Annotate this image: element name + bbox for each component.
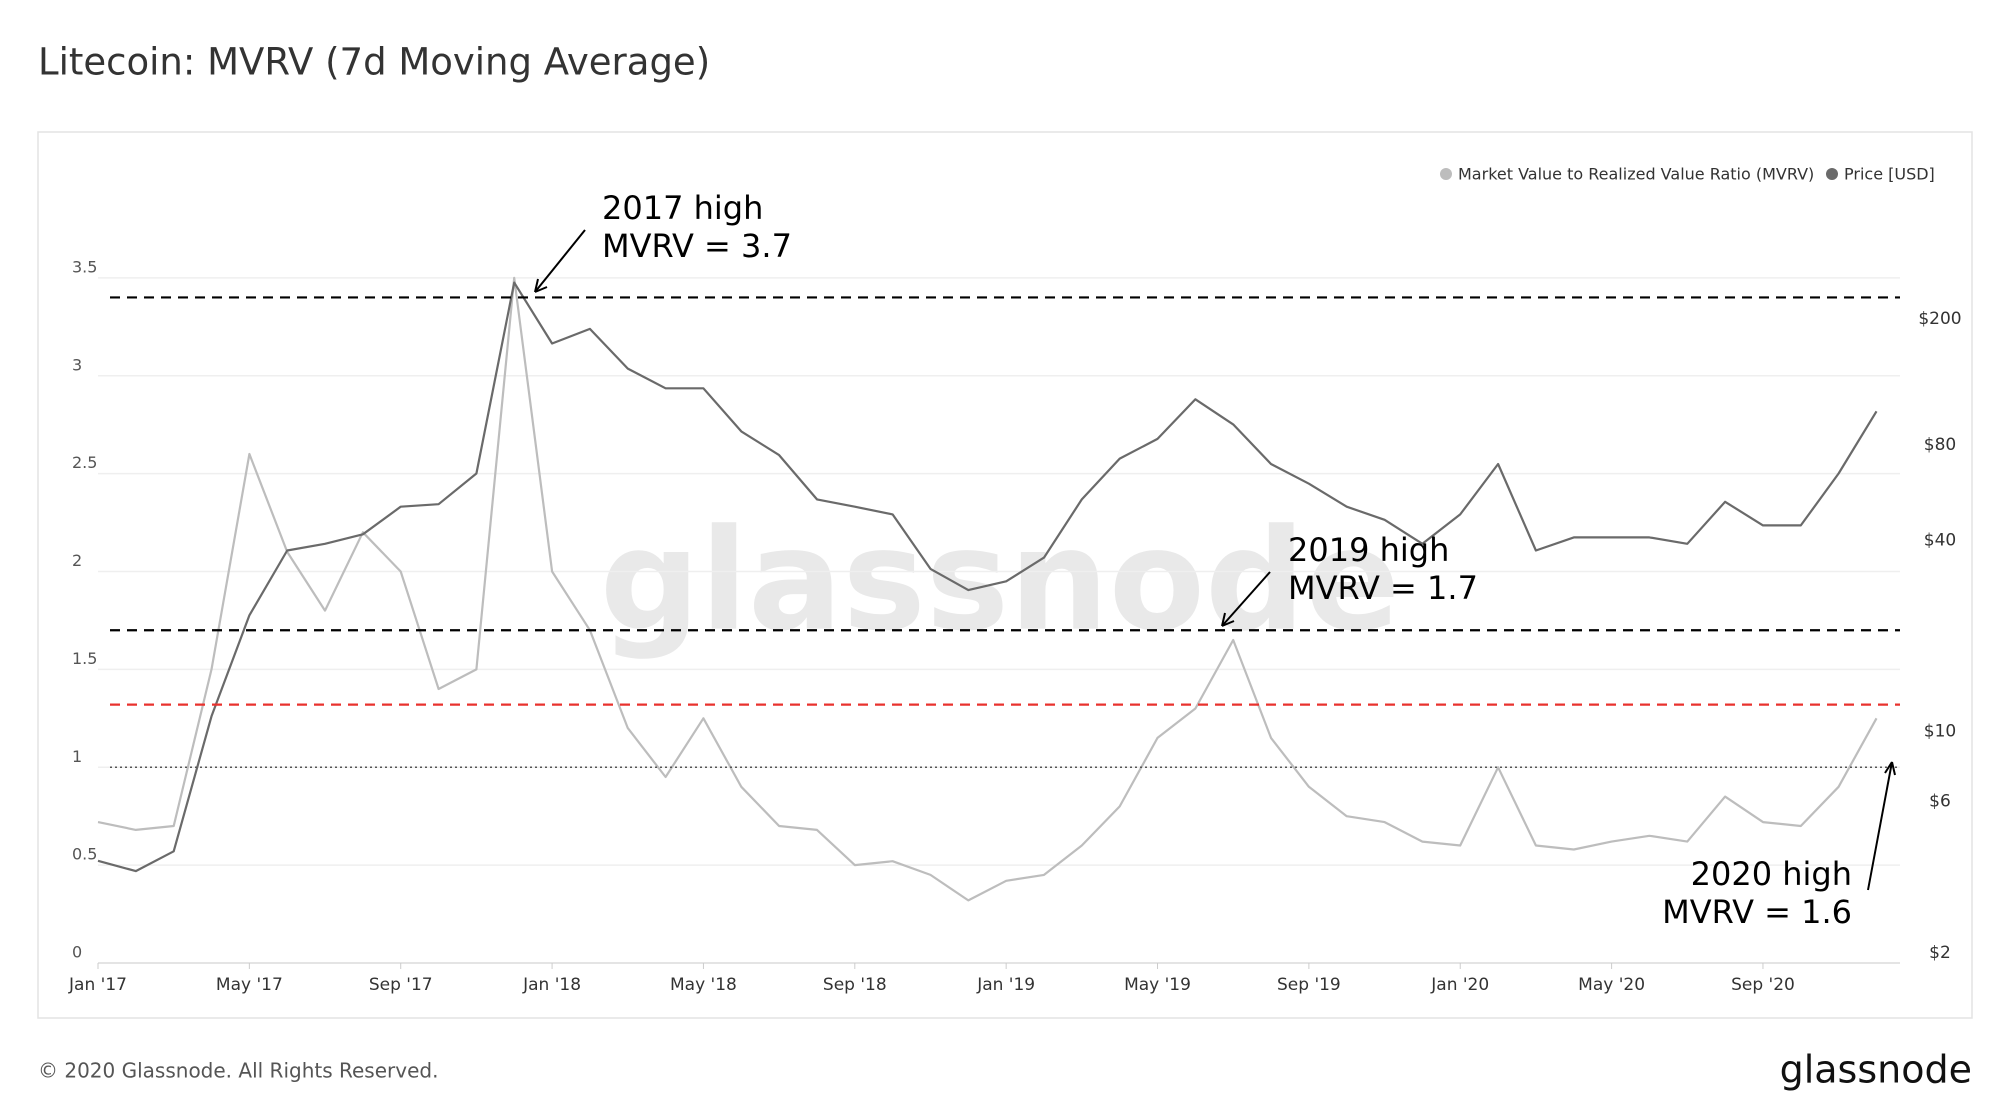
annotation: 2017 high [602, 189, 763, 227]
x-tick-label: May '19 [1124, 975, 1191, 995]
x-tick-label: Jan '19 [976, 975, 1035, 995]
chart-frame [37, 131, 1973, 1019]
y2-tick-label: $2 [1929, 943, 1951, 963]
y2-tick-label: $40 [1924, 531, 1956, 551]
arrow-head [534, 278, 548, 293]
legend-label: Price [USD] [1844, 165, 1935, 184]
y-tick-label: 0 [72, 943, 82, 962]
x-tick-label: Sep '20 [1731, 975, 1795, 995]
y-tick-label: 0.5 [72, 845, 97, 864]
y-tick-label: 1 [72, 747, 82, 766]
arrow [1867, 761, 1893, 891]
y2-tick-label: $10 [1924, 721, 1956, 741]
arrow [1221, 571, 1271, 627]
annotation: 2020 high [1691, 855, 1852, 893]
x-tick-label: Sep '18 [823, 975, 887, 995]
y-tick-label: 3.5 [72, 257, 97, 276]
arrow-head [1221, 612, 1235, 627]
logo: glassnode [1780, 1048, 1972, 1092]
annotation: MVRV = 1.7 [1288, 569, 1478, 607]
x-tick-label: Jan '18 [522, 975, 581, 995]
annotation-arrows [534, 229, 1896, 891]
chart-title: Litecoin: MVRV (7d Moving Average) [38, 41, 710, 84]
y-tick-label: 3 [72, 355, 82, 374]
y-tick-label: 2.5 [72, 453, 97, 472]
x-tick-label: May '17 [216, 975, 283, 995]
y-tick-label: 2 [72, 551, 82, 570]
y2-tick-label: $200 [1918, 309, 1961, 329]
x-tick-label: May '18 [670, 975, 737, 995]
annotation: 2019 high [1288, 531, 1449, 569]
arrow [534, 229, 586, 293]
y2-tick-label: $80 [1924, 435, 1956, 455]
grid: 0 0.5 1 1.5 2 2.5 3 3.5 $2 $6 $10 $40 $80 $200 Jan '17… [68, 257, 1962, 995]
x-tick-label: Sep '17 [369, 975, 433, 995]
series-line [97, 276, 1878, 902]
legend-swatch [1440, 168, 1452, 180]
legend-label: Market Value to Realized Value Ratio (MV… [1458, 165, 1814, 184]
watermark: glassnode [600, 500, 1400, 663]
reference-lines [110, 296, 1900, 768]
series-line [97, 281, 1878, 873]
annotation: MVRV = 3.7 [602, 227, 792, 265]
annotation: MVRV = 1.6 [1662, 893, 1852, 931]
x-tick-label: May '20 [1578, 975, 1645, 995]
y2-tick-label: $6 [1929, 792, 1951, 812]
arrow-head [1884, 761, 1896, 776]
x-tick-label: Jan '20 [1430, 975, 1489, 995]
copyright: © 2020 Glassnode. All Rights Reserved. [38, 1059, 438, 1083]
x-tick-label: Jan '17 [68, 975, 127, 995]
x-tick-label: Sep '19 [1277, 975, 1341, 995]
series [97, 276, 1878, 902]
y-tick-label: 1.5 [72, 649, 97, 668]
legend-swatch [1826, 168, 1838, 180]
